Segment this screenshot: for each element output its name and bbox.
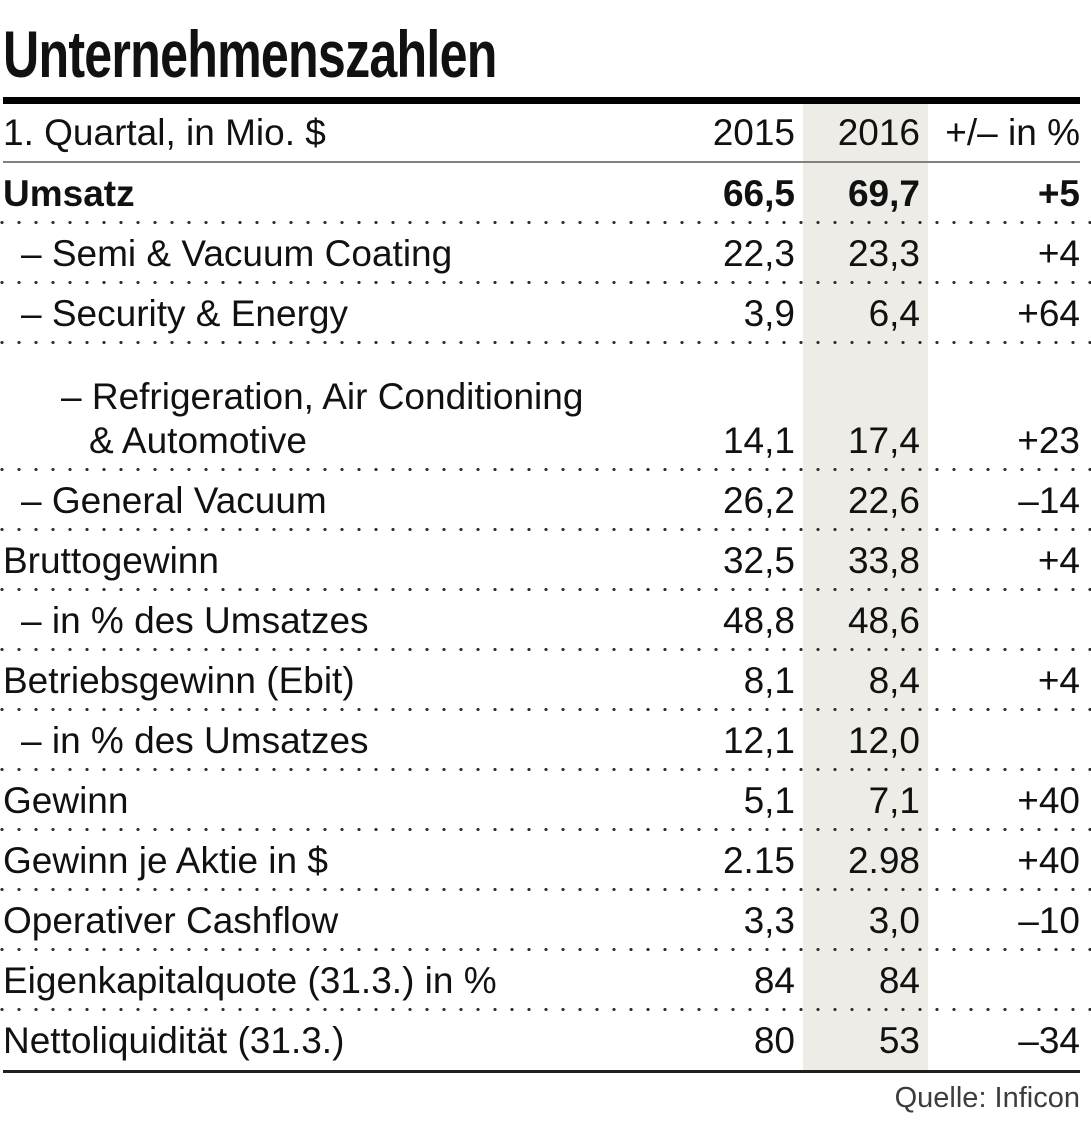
row-label-line1: – Refrigeration, Air Conditioning (61, 376, 584, 417)
row-label-line1: Operativer Cashflow (3, 900, 339, 941)
value-2016: 53 (878, 1020, 920, 1061)
value-2016: 48,6 (847, 600, 920, 641)
table-row: Eigenkapitalquote (31.3.) in % 84 84 (0, 950, 1091, 1011)
row-label: – in % des Umsatzes (3, 599, 643, 650)
table-header-row: 1. Quartal, in Mio. $ 2015 2016 +/– in % (3, 104, 1080, 161)
table-body: Umsatz 66,5 69,7 +5 – Semi & Vacuum Coating 2… (0, 163, 1091, 1070)
page-title: Unternehmenszahlen (3, 17, 1080, 91)
row-label: – in % des Umsatzes (3, 719, 643, 770)
value-2015: 66,5 (722, 173, 795, 214)
value-change: +4 (1037, 540, 1080, 581)
value-2016: 3,0 (868, 900, 920, 941)
value-change: +64 (1017, 293, 1080, 334)
value-change (928, 763, 1080, 770)
row-label-line1: Gewinn je Aktie in $ (3, 840, 328, 881)
table-row: – Semi & Vacuum Coating 22,3 23,3 +4 (0, 223, 1091, 284)
value-2016: 6,4 (868, 293, 920, 334)
bottom-rule (3, 1070, 1080, 1073)
value-2016: 2.98 (847, 840, 920, 881)
value-2015: 2.15 (722, 840, 795, 881)
row-label: Gewinn je Aktie in $ (3, 839, 643, 890)
row-label: Eigenkapitalquote (31.3.) in % (3, 959, 643, 1010)
value-2016: 69,7 (847, 173, 920, 214)
value-2015: 3,3 (743, 900, 795, 941)
value-change: +40 (1017, 840, 1080, 881)
row-label-line1: – Semi & Vacuum Coating (21, 233, 453, 274)
value-2015: 22,3 (722, 233, 795, 274)
value-2016: 33,8 (847, 540, 920, 581)
table-row: Gewinn 5,1 7,1 +40 (0, 770, 1091, 831)
table-row: – General Vacuum 26,2 22,6 –14 (0, 470, 1091, 531)
value-change: +4 (1037, 660, 1080, 701)
value-2016: 7,1 (868, 780, 920, 821)
table-row: Gewinn je Aktie in $ 2.15 2.98 +40 (0, 830, 1091, 891)
value-2015: 14,1 (722, 420, 795, 461)
row-label-line1: Umsatz (3, 173, 135, 214)
row-label: – General Vacuum (3, 479, 643, 530)
header-unit-label: 1. Quartal, in Mio. $ (3, 112, 326, 153)
table-row: – Security & Energy 3,9 6,4 +64 (0, 283, 1091, 344)
row-label: – Refrigeration, Air Conditioning & Autom… (3, 375, 643, 470)
value-change: +23 (1017, 420, 1080, 461)
highlight-band-2016 (803, 104, 928, 1070)
value-2016: 22,6 (847, 480, 920, 521)
value-change: +5 (1037, 173, 1080, 214)
row-label: Bruttogewinn (3, 539, 643, 590)
value-change (928, 643, 1080, 650)
value-change (928, 1003, 1080, 1010)
row-label: – Security & Energy (3, 292, 643, 343)
table-row: Nettoliquidität (31.3.) 80 53 –34 (3, 1010, 1080, 1070)
table-row: – in % des Umsatzes 12,1 12,0 (0, 710, 1091, 771)
row-label: Operativer Cashflow (3, 899, 643, 950)
value-2015: 12,1 (722, 720, 795, 761)
table-row: – in % des Umsatzes 48,8 48,6 (0, 590, 1091, 651)
top-rule (3, 97, 1080, 104)
value-2015: 8,1 (743, 660, 795, 701)
header-col-change: +/– in % (945, 112, 1080, 153)
value-2016: 23,3 (847, 233, 920, 274)
row-label: Nettoliquidität (31.3.) (3, 1019, 643, 1070)
row-label: Umsatz (3, 172, 643, 223)
value-change: –14 (1018, 480, 1080, 521)
value-2015: 84 (753, 960, 795, 1001)
row-label-line1: Bruttogewinn (3, 540, 219, 581)
value-change: +4 (1037, 233, 1080, 274)
value-2015: 26,2 (722, 480, 795, 521)
row-label: – Semi & Vacuum Coating (3, 232, 643, 283)
table-row: Operativer Cashflow 3,3 3,0 –10 (0, 890, 1091, 951)
value-change: +40 (1017, 780, 1080, 821)
row-label-line2: & Automotive (89, 420, 308, 461)
table-row: – Refrigeration, Air Conditioning & Autom… (0, 343, 1091, 471)
value-2015: 80 (753, 1020, 795, 1061)
value-change: –34 (1018, 1020, 1080, 1061)
page-title-text: Unternehmenszahlen (3, 17, 497, 91)
row-label-line1: – General Vacuum (21, 480, 327, 521)
table-row: Betriebsgewinn (Ebit) 8,1 8,4 +4 (0, 650, 1091, 711)
value-2015: 3,9 (743, 293, 795, 334)
value-2016: 12,0 (847, 720, 920, 761)
row-label-line1: Eigenkapitalquote (31.3.) in % (3, 960, 497, 1001)
value-2015: 5,1 (743, 780, 795, 821)
value-2015: 32,5 (722, 540, 795, 581)
row-label: Gewinn (3, 779, 643, 830)
header-rule (3, 161, 1080, 163)
row-label-line1: Nettoliquidität (31.3.) (3, 1020, 345, 1061)
source-credit: Quelle: Inficon (894, 1082, 1080, 1114)
row-label-line1: Gewinn (3, 780, 129, 821)
header-col-2016: 2016 (837, 112, 920, 153)
table-row: Umsatz 66,5 69,7 +5 (0, 163, 1091, 224)
row-label-line1: – in % des Umsatzes (21, 720, 369, 761)
value-2016: 17,4 (847, 420, 920, 461)
row-label-line1: Betriebsgewinn (Ebit) (3, 660, 355, 701)
row-label-line1: – Security & Energy (21, 293, 348, 334)
table-row: Bruttogewinn 32,5 33,8 +4 (0, 530, 1091, 591)
value-change: –10 (1018, 900, 1080, 941)
row-label-line1: – in % des Umsatzes (21, 600, 369, 641)
value-2016: 8,4 (868, 660, 920, 701)
value-2016: 84 (878, 960, 920, 1001)
value-2015: 48,8 (722, 600, 795, 641)
row-label: Betriebsgewinn (Ebit) (3, 659, 643, 710)
header-col-2015: 2015 (712, 112, 795, 153)
